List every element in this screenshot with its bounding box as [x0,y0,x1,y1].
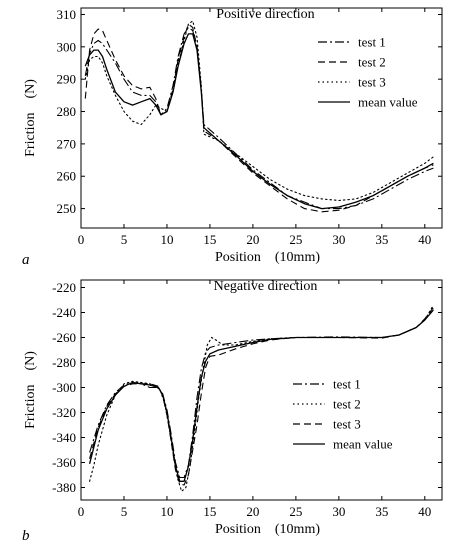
y-tick-label: 310 [57,7,77,22]
legend-label: mean value [358,95,418,110]
x-tick-label: 40 [418,232,431,247]
x-tick-label: 30 [332,504,345,519]
x-tick-label: 10 [160,232,173,247]
x-tick-label: 15 [203,504,216,519]
y-tick-label: 270 [57,136,77,151]
y-tick-label: -360 [52,455,76,470]
x-tick-label: 30 [332,232,345,247]
x-tick-label: 10 [160,504,173,519]
legend: test 1 test 2 test 3 mean value [318,35,418,110]
legend-label: mean value [333,437,393,452]
series-line-test-2 [89,304,434,492]
x-tick-label: 0 [78,504,85,519]
x-tick-label: 35 [375,232,388,247]
x-tick-label: 0 [78,232,85,247]
plot-frame [80,279,443,501]
panel-letter: a [22,252,30,268]
y-tick-label: 260 [57,169,77,184]
y-tick-label: -380 [52,480,76,495]
series-line-mean-value [84,33,434,210]
x-tick-label: 25 [289,504,302,519]
y-tick-label: 300 [57,39,77,54]
series-line-test-1 [89,308,434,479]
x-tick-label: 40 [418,504,431,519]
x-tick-label: 20 [246,504,259,519]
legend-label: test 3 [333,417,361,432]
x-axis-title: Position (10mm) [215,250,320,265]
chart-panel-a: 0 5 10 15 20 25 30 35 40 250 260 270 280 290 300 310 Pos… [22,7,443,268]
legend: test 1 test 2 test 3 mean value [293,377,393,452]
legend-label: test 2 [333,397,361,412]
y-tick-label: 290 [57,72,77,87]
y-axis-title: Friction (N) [23,351,38,429]
panel-letter: b [22,528,30,544]
x-tick-label: 35 [375,504,388,519]
legend-label: test 1 [358,35,386,50]
x-tick-label: 5 [121,232,128,247]
y-tick-label: -280 [52,355,76,370]
legend-label: test 2 [358,55,386,70]
y-tick-label: -220 [52,280,76,295]
series-line-mean-value [88,309,434,482]
series-line-test-3 [84,20,434,202]
series-line-test-1 [84,26,434,210]
x-tick-label: 5 [121,504,128,519]
series-line-test-3 [89,307,434,486]
plot-frame [80,7,443,229]
y-tick-label: 250 [57,201,77,216]
legend-label: test 1 [333,377,361,392]
x-axis-title: Position (10mm) [215,522,320,537]
series-line-test-2 [84,23,434,213]
y-tick-label: -320 [52,405,76,420]
chart-panel-b: 0 5 10 15 20 25 30 35 40 -220 -240 -260 -280 -300 -320… [22,279,443,544]
y-axis-title: Friction (N) [23,79,38,157]
panel-title: Positive direction [216,7,314,22]
y-tick-label: -340 [52,430,76,445]
legend-label: test 3 [358,75,386,90]
y-tick-label: -300 [52,380,76,395]
y-tick-label: 280 [57,104,77,119]
x-tick-label: 25 [289,232,302,247]
x-tick-label: 15 [203,232,216,247]
panel-title: Negative direction [214,279,318,294]
x-tick-label: 20 [246,232,259,247]
y-tick-label: -240 [52,305,76,320]
y-tick-label: -260 [52,330,76,345]
